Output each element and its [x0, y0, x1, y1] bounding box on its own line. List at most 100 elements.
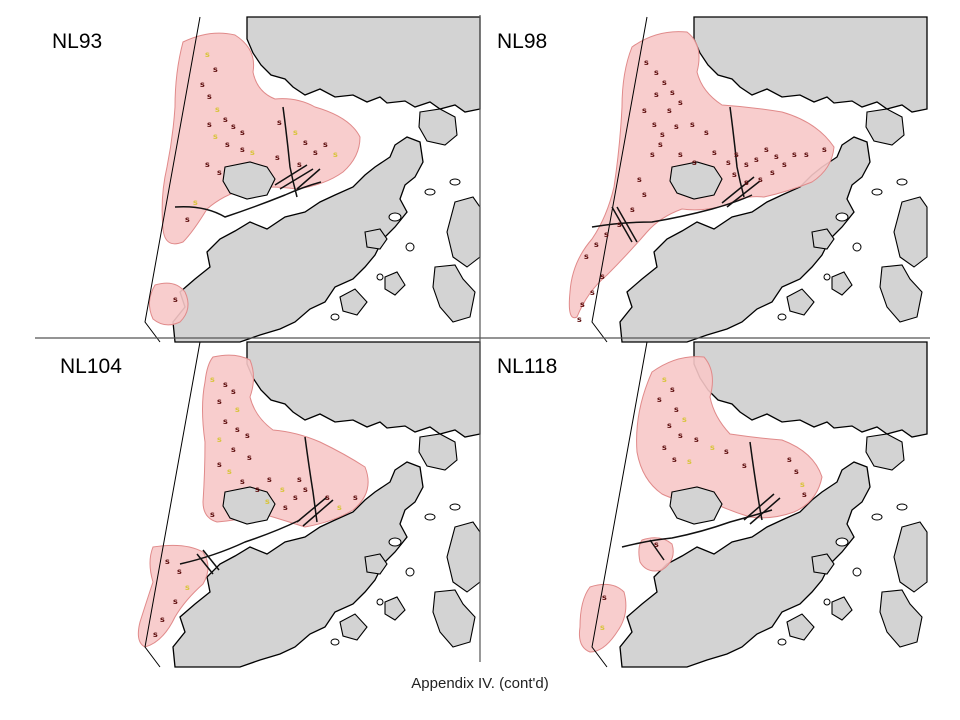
island — [432, 264, 476, 323]
islet — [424, 188, 436, 196]
road-line — [616, 206, 638, 243]
site-marker: s — [325, 493, 330, 502]
road-line — [296, 496, 328, 523]
island — [669, 486, 723, 525]
road-layer — [179, 436, 334, 575]
home-range-polygon — [149, 282, 189, 326]
site-marker: s — [667, 421, 672, 430]
road-line — [282, 106, 298, 198]
panel-label-nl104: NL104 — [60, 355, 122, 378]
site-marker: s — [225, 140, 230, 149]
road-line — [304, 436, 318, 523]
site-marker: s — [353, 493, 358, 502]
range-layer — [149, 32, 361, 326]
site-marker: s — [223, 380, 228, 389]
site-marker: s — [774, 152, 779, 161]
home-range-polygon — [579, 583, 627, 653]
site-marker: s — [584, 252, 589, 261]
site-marker: s — [185, 583, 190, 592]
site-marker: s — [580, 300, 585, 309]
road-line — [296, 168, 321, 190]
site-marker: s — [213, 65, 218, 74]
site-marker: s — [617, 220, 622, 229]
site-marker: s — [213, 132, 218, 141]
site-marker: s — [323, 140, 328, 149]
site-marker: s — [794, 467, 799, 476]
island-layer — [669, 108, 928, 323]
site-marker: s — [670, 385, 675, 394]
island — [831, 596, 853, 621]
islet-layer — [330, 503, 461, 646]
site-marker: s — [687, 457, 692, 466]
site-marker: s — [293, 493, 298, 502]
site-marker: s — [231, 445, 236, 454]
site-marker: s — [658, 140, 663, 149]
site-marker: s — [207, 120, 212, 129]
home-range-polygon — [202, 354, 369, 528]
island-layer — [669, 433, 928, 648]
site-marker: s — [682, 415, 687, 424]
site-marker: s — [672, 455, 677, 464]
islet — [871, 188, 883, 196]
islet — [388, 212, 402, 222]
site-marker: s — [692, 158, 697, 167]
site-marker: s — [710, 443, 715, 452]
site-marker: s — [223, 417, 228, 426]
island — [786, 288, 815, 316]
site-marker: s — [217, 435, 222, 444]
island — [432, 589, 476, 648]
site-marker: s — [231, 122, 236, 131]
range-layer — [579, 356, 823, 653]
site-marker: s — [223, 115, 228, 124]
road-line — [196, 553, 214, 575]
islet — [835, 537, 849, 547]
site-marker: s — [604, 230, 609, 239]
site-marker: s — [303, 485, 308, 494]
site-marker: s — [177, 567, 182, 576]
site-marker: s — [153, 630, 158, 639]
site-marker: s — [637, 175, 642, 184]
land-layer — [619, 16, 928, 343]
site-marker: s — [654, 68, 659, 77]
home-range-polygon — [636, 356, 823, 519]
islet — [405, 567, 415, 577]
site-marker: s — [754, 155, 759, 164]
home-range-polygon — [638, 537, 674, 572]
site-marker: s — [670, 88, 675, 97]
islet-layer — [777, 178, 908, 321]
site-marker: s — [667, 106, 672, 115]
land-north — [246, 16, 481, 113]
land-south — [172, 461, 424, 668]
islet — [376, 598, 384, 606]
island — [879, 589, 923, 648]
site-marker: s — [250, 148, 255, 157]
islet — [330, 313, 340, 321]
panel-label-nl98: NL98 — [497, 30, 547, 53]
site-marker: s — [744, 178, 749, 187]
site-marker: s — [227, 467, 232, 476]
site-marker: s — [255, 485, 260, 494]
road-line — [274, 164, 308, 186]
islet — [424, 513, 436, 521]
island — [865, 108, 905, 146]
site-marker: s — [654, 540, 659, 549]
island — [786, 613, 815, 641]
site-marker: s — [217, 397, 222, 406]
site-marker: s — [205, 160, 210, 169]
island — [446, 196, 481, 268]
site-marker: s — [283, 503, 288, 512]
site-marker: s — [642, 106, 647, 115]
island — [893, 521, 928, 593]
site-marker: s — [210, 510, 215, 519]
road-line — [649, 539, 665, 561]
island — [364, 228, 388, 250]
islet — [871, 513, 883, 521]
road-line — [279, 168, 314, 190]
